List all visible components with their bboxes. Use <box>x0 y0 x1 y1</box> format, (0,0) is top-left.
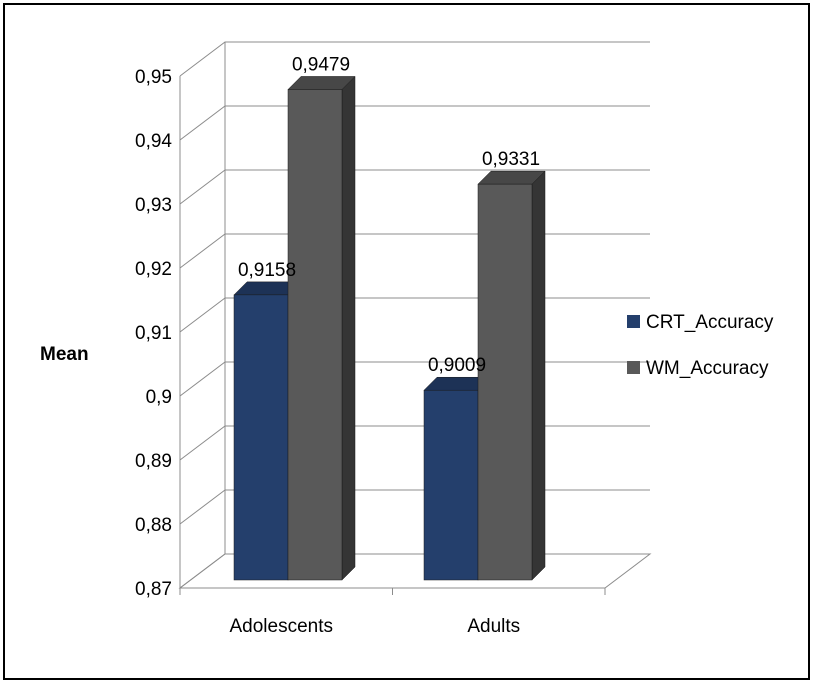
y-tick-label: 0,95 <box>135 67 172 88</box>
y-tick-label: 0,93 <box>135 195 172 216</box>
chart-frame <box>3 3 810 680</box>
y-tick-labels: 0,87 0,88 0,89 0,9 0,91 0,92 0,93 0,94 0,95 <box>135 67 172 600</box>
data-label: 0,9158 <box>238 260 296 281</box>
y-tick-label: 0,94 <box>135 131 172 152</box>
legend: CRT_Accuracy WM_Accuracy <box>627 312 774 379</box>
bar-wm-accuracy-adults <box>477 170 546 581</box>
y-tick-label: 0,91 <box>135 323 172 344</box>
category-labels: Adolescents Adults <box>229 616 520 637</box>
data-label: 0,9009 <box>428 355 486 376</box>
bar-side <box>531 170 546 581</box>
data-label: 0,9331 <box>482 149 540 170</box>
y-tick-label: 0,92 <box>135 259 172 280</box>
gridline <box>179 169 650 205</box>
bars <box>233 75 546 581</box>
legend-swatch <box>627 361 640 374</box>
y-tick-label: 0,89 <box>135 451 172 472</box>
gridline <box>179 41 650 77</box>
bar-front <box>477 183 533 581</box>
data-labels: 0,9158 0,9479 0,9009 0,9331 <box>238 54 540 376</box>
bar-front <box>233 294 289 581</box>
category-label: Adults <box>467 616 520 637</box>
bar-front <box>423 389 479 581</box>
legend-swatch <box>627 315 640 328</box>
legend-label: WM_Accuracy <box>646 358 769 379</box>
bar-wm-accuracy-adolescents <box>287 75 356 581</box>
data-label: 0,9479 <box>292 54 350 75</box>
y-tick-label: 0,88 <box>135 515 172 536</box>
y-axis-title: Mean <box>40 344 89 365</box>
category-label: Adolescents <box>229 616 333 637</box>
bar-front <box>287 89 343 581</box>
y-tick-label: 0,87 <box>135 579 172 600</box>
gridline <box>179 105 650 141</box>
legend-label: CRT_Accuracy <box>646 312 774 333</box>
y-tick-label: 0,9 <box>146 387 172 408</box>
bar-side <box>341 75 356 581</box>
